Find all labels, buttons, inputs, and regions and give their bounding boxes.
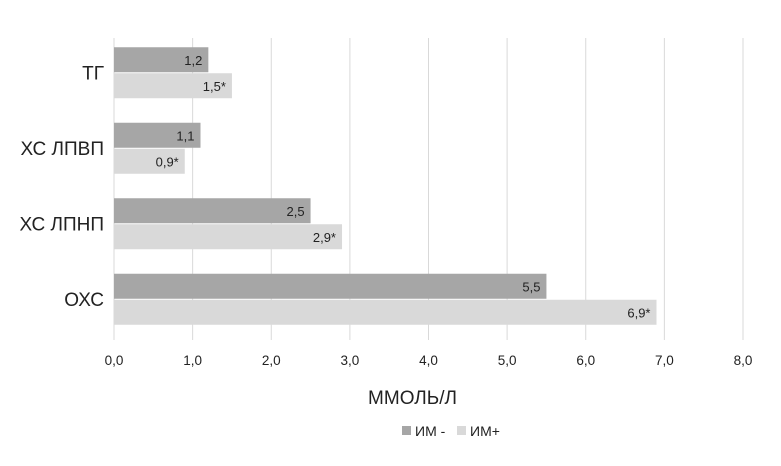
- x-tick-label: 5,0: [498, 353, 517, 368]
- data-label: 5,5: [522, 279, 540, 294]
- x-tick-label: 6,0: [576, 353, 595, 368]
- bar: [114, 73, 232, 99]
- legend-swatch: [402, 426, 411, 435]
- x-tick-label: 1,0: [183, 353, 202, 368]
- data-label: 2,9*: [313, 230, 336, 245]
- bar: [114, 273, 547, 299]
- category-label: ТГ: [82, 63, 104, 84]
- x-tick-label: 8,0: [734, 353, 753, 368]
- bar: [114, 224, 343, 250]
- legend-label: ИМ+: [470, 423, 500, 439]
- x-tick-label: 0,0: [105, 353, 124, 368]
- bar: [114, 198, 311, 224]
- bar: [114, 122, 201, 148]
- data-label: 0,9*: [156, 154, 179, 169]
- category-labels: ТГ ХС ЛПВП ХС ЛПНП ОХС: [19, 63, 104, 311]
- data-label: 2,5: [286, 204, 304, 219]
- x-tick-label: 3,0: [340, 353, 359, 368]
- x-tick-labels: 0,0 1,0 2,0 3,0 4,0 5,0 6,0 7,0 8,0: [105, 353, 753, 368]
- legend: ИМ - ИМ+: [402, 423, 500, 439]
- data-label: 1,5*: [203, 79, 226, 94]
- x-tick-label: 2,0: [262, 353, 281, 368]
- category-label: ХС ЛПНП: [19, 214, 104, 235]
- data-label: 1,1: [176, 128, 194, 143]
- data-label: 1,2: [184, 53, 202, 68]
- data-label: 6,9*: [627, 305, 650, 320]
- category-label: ОХС: [64, 290, 104, 311]
- x-tick-label: 4,0: [419, 353, 438, 368]
- bar: [114, 299, 657, 325]
- legend-label: ИМ -: [415, 423, 446, 439]
- x-axis-title: ММОЛЬ/Л: [368, 388, 457, 409]
- bar: [114, 148, 185, 174]
- x-tick-label: 7,0: [655, 353, 674, 368]
- category-label: ХС ЛПВП: [21, 139, 105, 160]
- legend-swatch: [457, 426, 466, 435]
- bar: [114, 47, 209, 73]
- bars: 1,21,5* 1,1 0,9* 2,5 2,9* 5,5 6,9*: [114, 47, 657, 325]
